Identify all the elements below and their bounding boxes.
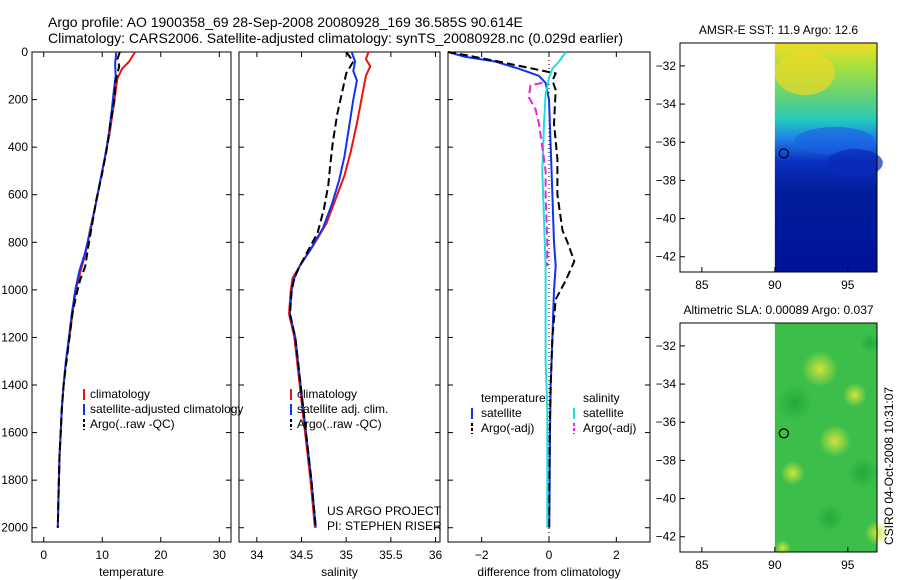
sla-anomaly-blob <box>859 333 880 353</box>
difference-legend-label: Argo(-adj) <box>481 421 534 435</box>
salinity-legend-label: climatology <box>297 387 357 401</box>
sst_map-title: AMSR-E SST: 11.9 Argo: 12.6 <box>699 23 859 37</box>
sla-anomaly-blob <box>842 383 867 407</box>
temperature-legend-label: Argo(..raw -QC) <box>90 417 175 431</box>
depth-tick-label: 600 <box>8 188 28 202</box>
salinity-profile-panel: 34 34.5 35 35.5 36 salinity climatologysatelli… <box>238 51 443 579</box>
difference-xtick-label: −2 <box>475 548 489 562</box>
sla_map-ytick-label: −40 <box>656 492 677 506</box>
difference-series-temperature-argo-adj- <box>447 51 576 528</box>
project-credit-line1: US ARGO PROJECT <box>327 504 442 518</box>
sla_map-title: Altimetric SLA: 0.00089 Argo: 0.037 <box>683 303 873 317</box>
difference-series-salinity-satellite <box>541 51 567 528</box>
sst-front-patch <box>794 127 875 155</box>
salinity-series-satellite-adj-clim- <box>288 51 358 528</box>
depth-tick-label: 1400 <box>1 378 28 392</box>
sla_map-xtick-label: 95 <box>841 558 855 572</box>
sst_map-xtick-label: 90 <box>768 278 782 292</box>
difference-xtick-label: 0 <box>546 548 553 562</box>
timestamp-side-text: CSIRO 04-Oct-2008 10:31:07 <box>882 387 896 545</box>
depth-tick-label: 800 <box>8 235 28 249</box>
salinity-legend-label: Argo(..raw -QC) <box>297 417 382 431</box>
salinity-xtick-label: 35.5 <box>379 548 403 562</box>
temperature-axes-frame <box>31 51 232 543</box>
sst_map-ytick-label: −42 <box>656 250 677 264</box>
difference-legend-heading: salinity <box>583 391 620 405</box>
salinity-xtick-label: 34.5 <box>290 548 314 562</box>
sst-map-panel: AMSR-E SST: 11.9 Argo: 12.6 85 90 95 −32 −34 −… <box>656 23 883 292</box>
depth-tick-label: 1000 <box>1 283 28 297</box>
sla_map-ytick-label: −34 <box>656 377 677 391</box>
sla_map-float-marker <box>778 428 789 439</box>
temperature-series-climatology <box>56 51 136 528</box>
difference-series-salinity-argo-adj- <box>527 81 549 267</box>
sst-warm-patch <box>774 51 835 95</box>
figure-title-line1: Argo profile: AO 1900358_69 28-Sep-2008 … <box>48 14 523 30</box>
temperature-xtick-label: 30 <box>213 548 227 562</box>
depth-tick-label: 2000 <box>1 521 28 535</box>
temperature-series-satellite-adjusted-climatology <box>56 51 118 528</box>
temperature-series-argo-raw-qc- <box>56 51 121 528</box>
sla-anomaly-blob <box>815 504 844 532</box>
salinity-xtick-label: 36 <box>429 548 443 562</box>
sla-anomaly-blob <box>801 351 838 387</box>
difference-profile-panel: −2 0 2 difference from climatology temperatu… <box>447 51 651 579</box>
sst_map-ytick-label: −36 <box>656 135 677 149</box>
depth-tick-label: 200 <box>8 93 28 107</box>
difference-xtick-label: 2 <box>613 548 620 562</box>
temperature-xtick-label: 10 <box>96 548 110 562</box>
sla-anomaly-blob <box>780 461 805 485</box>
sla_map-ytick-label: −32 <box>656 339 677 353</box>
sst_map-ytick-label: −32 <box>656 59 677 73</box>
project-credit-line2: PI: STEPHEN RISER <box>327 519 442 533</box>
sst_map-ytick-label: −34 <box>656 97 677 111</box>
temperature-profile-panel: 0 10 20 30 0 200 400 600 800 1000 1200 1400 1600 1800… <box>1 45 243 579</box>
depth-tick-label: 1600 <box>1 426 28 440</box>
sla_map-ytick-label: −36 <box>656 415 677 429</box>
sst_map-float-marker <box>778 148 789 159</box>
difference-legend-label: satellite <box>583 406 624 420</box>
difference-legend-label: satellite <box>481 406 522 420</box>
sla_map-xtick-label: 90 <box>768 558 782 572</box>
salinity-series-climatology <box>288 51 372 528</box>
sla_map-axes-frame <box>679 322 878 553</box>
sst_map-axes-frame <box>679 42 878 273</box>
sla-anomaly-blob <box>846 457 879 489</box>
temperature-xlabel: temperature <box>99 565 164 579</box>
sst_map-ytick-label: −38 <box>656 173 677 187</box>
depth-tick-label: 1800 <box>1 473 28 487</box>
sst_map-ytick-label: −40 <box>656 212 677 226</box>
difference-legend-heading: temperature <box>481 391 546 405</box>
temperature-xtick-label: 0 <box>40 548 47 562</box>
salinity-axes-frame <box>238 51 441 543</box>
sla_map-xtick-label: 85 <box>695 558 709 572</box>
salinity-xtick-label: 35 <box>340 548 354 562</box>
sst_map-xtick-label: 85 <box>695 278 709 292</box>
sla-anomaly-blob <box>818 425 851 457</box>
figure-title-line2: Climatology: CARS2006. Satellite-adjuste… <box>48 30 623 46</box>
temperature-legend-label: climatology <box>90 387 150 401</box>
depth-tick-label: 1200 <box>1 330 28 344</box>
difference-xlabel: difference from climatology <box>477 565 620 579</box>
salinity-legend-label: satellite adj. clim. <box>297 402 388 416</box>
sst-cold-patch <box>826 149 883 177</box>
depth-tick-label: 0 <box>21 45 28 59</box>
temperature-xtick-label: 20 <box>154 548 168 562</box>
depth-tick-label: 400 <box>8 140 28 154</box>
sst_map-xtick-label: 95 <box>841 278 855 292</box>
sla-anomaly-blob <box>774 540 791 556</box>
salinity-xtick-label: 34 <box>250 548 264 562</box>
salinity-xlabel: salinity <box>321 565 358 579</box>
sla-map-panel: Altimetric SLA: 0.00089 Argo: 0.037 85 90 9… <box>656 303 889 572</box>
sla-anomaly-blob <box>776 385 813 421</box>
difference-legend-label: Argo(-adj) <box>583 421 636 435</box>
salinity-series-argo-raw-qc- <box>288 51 355 528</box>
sla_map-ytick-label: −42 <box>656 530 677 544</box>
sla_map-ytick-label: −38 <box>656 453 677 467</box>
temperature-legend-label: satellite-adjusted climatology <box>90 402 243 416</box>
